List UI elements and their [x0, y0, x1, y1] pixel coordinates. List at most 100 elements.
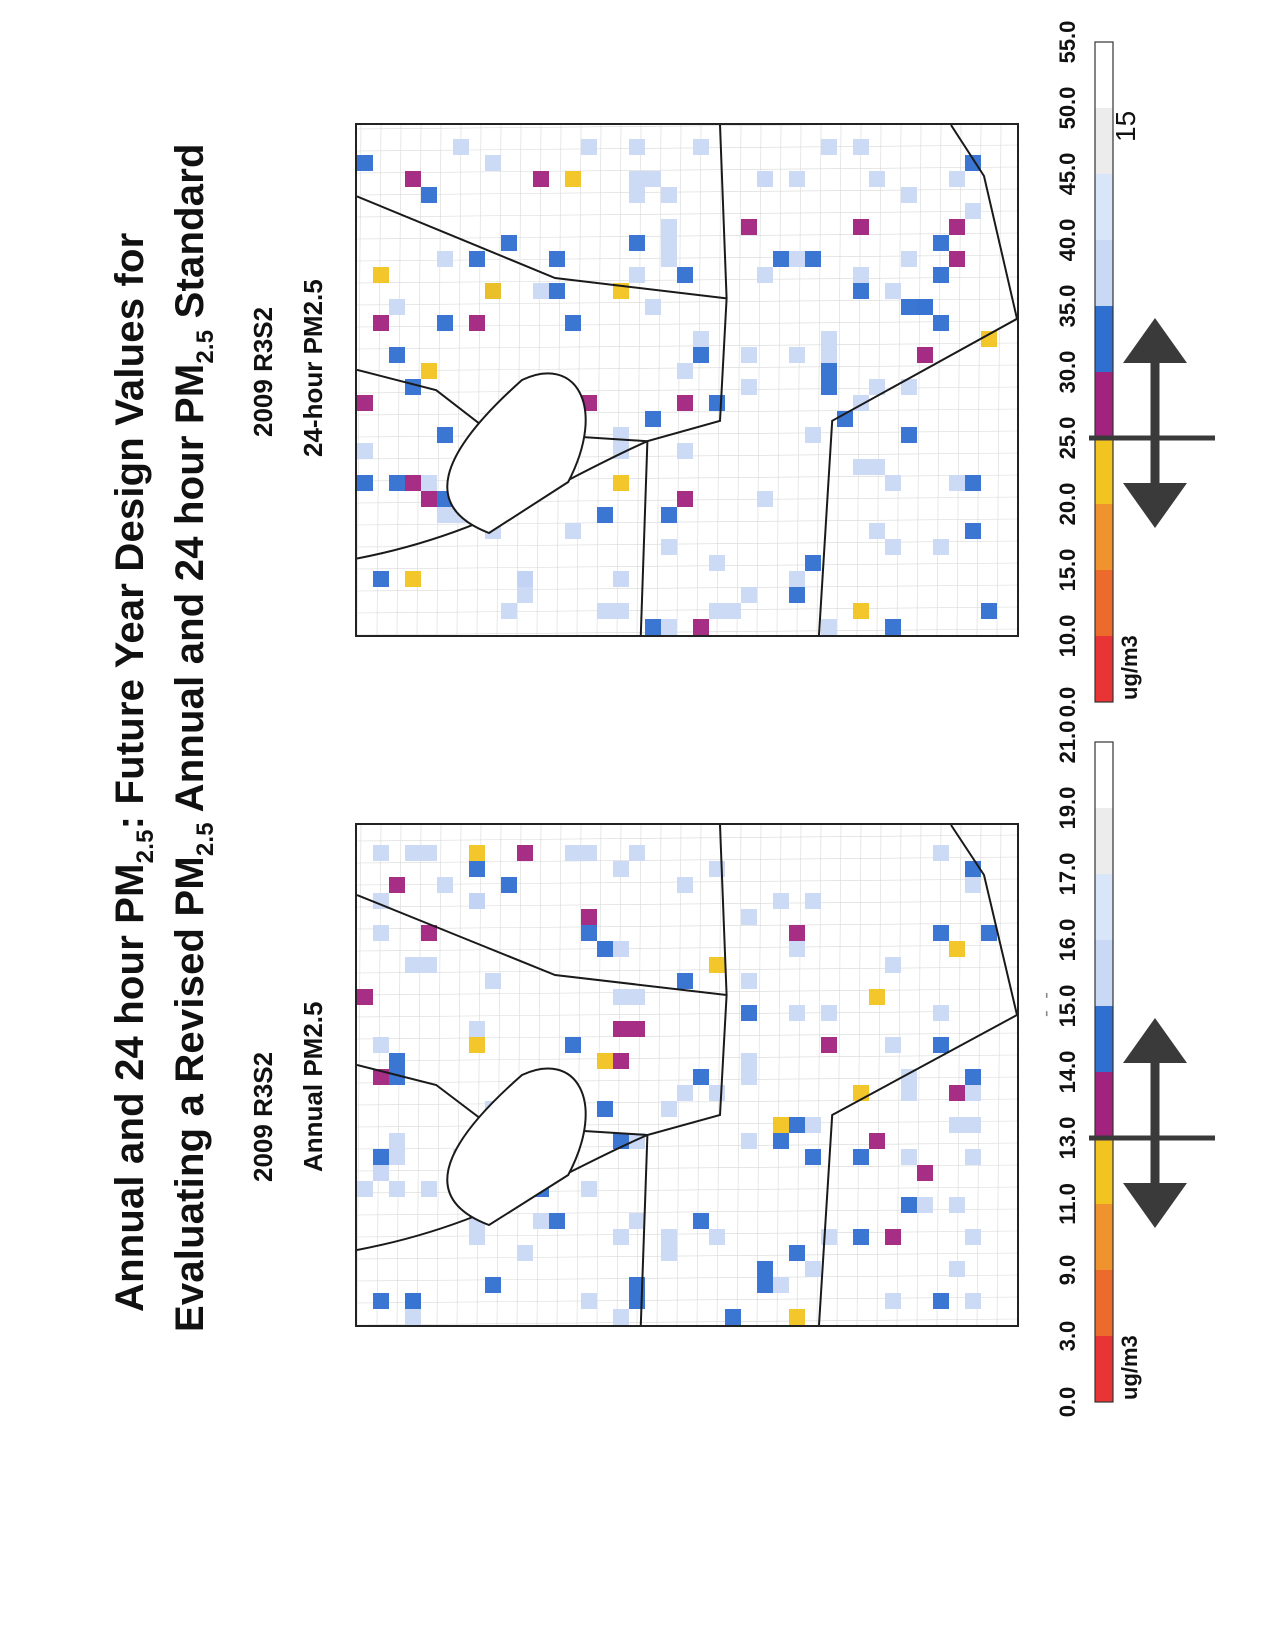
concentration-cell [901, 187, 917, 203]
concentration-cell [677, 443, 693, 459]
concentration-cell [949, 475, 965, 491]
concentration-cell [693, 1069, 709, 1085]
concentration-cell [373, 267, 389, 283]
concentration-cell [373, 571, 389, 587]
concentration-cells [357, 845, 997, 1325]
concentration-cell [597, 603, 613, 619]
concentration-cell [485, 973, 501, 989]
slide-title-line-2: Evaluating a Revised PM2.5 Annual and 24… [168, 143, 219, 1332]
concentration-cell [373, 845, 389, 861]
concentration-cell [949, 1261, 965, 1277]
concentration-cell [485, 283, 501, 299]
concentration-cell [357, 989, 373, 1005]
concentration-cell [805, 1117, 821, 1133]
concentration-cell [565, 1037, 581, 1053]
concentration-cell [613, 861, 629, 877]
concentration-cell [389, 347, 405, 363]
concentration-cell [709, 555, 725, 571]
concentration-cell [901, 379, 917, 395]
concentration-cell [613, 475, 629, 491]
concentration-cell [421, 845, 437, 861]
concentration-cell [677, 1085, 693, 1101]
colorbar-segment [1095, 305, 1113, 372]
colorbar-tick-label: 20.0 [1055, 482, 1080, 526]
concentration-cell [437, 315, 453, 331]
map-graphic [357, 125, 1017, 635]
concentration-cell [965, 1149, 981, 1165]
concentration-cell [677, 877, 693, 893]
concentration-cell [901, 299, 917, 315]
concentration-cell [741, 1069, 757, 1085]
concentration-cell [629, 139, 645, 155]
concentration-cell [469, 893, 485, 909]
concentration-cell [853, 603, 869, 619]
concentration-cell [965, 1117, 981, 1133]
concentration-cell [821, 379, 837, 395]
double-arrow-icon [1123, 318, 1187, 528]
concentration-cell [741, 379, 757, 395]
concentration-cell [469, 1021, 485, 1037]
concentration-cell [949, 1117, 965, 1133]
concentration-cell [965, 877, 981, 893]
concentration-cell [869, 459, 885, 475]
colorbar-tick-label: 0.0 [1055, 686, 1080, 718]
concentration-cell [389, 1053, 405, 1069]
concentration-cell [581, 1181, 597, 1197]
concentration-cell [933, 925, 949, 941]
concentration-cell [629, 1277, 645, 1293]
daily-metric-label: 24-hour PM2.5 [298, 279, 328, 457]
annual-colorbar: 21.0 19.0 17.0 16.0 15.0 14.0 13.0 11.0 9.0 3.0 0.… [1045, 721, 1275, 1432]
concentration-cell [469, 315, 485, 331]
daily-colorbar: 55.0 50.0 45.0 40.0 35.0 30.0 25.0 20.0 15.0 10.0… [1045, 21, 1275, 732]
concentration-cell [629, 989, 645, 1005]
concentration-cell [885, 1037, 901, 1053]
concentration-cell [949, 1085, 965, 1101]
concentration-cell [821, 363, 837, 379]
concentration-cell [565, 845, 581, 861]
concentration-cell [389, 877, 405, 893]
colorbar-segment [1095, 1203, 1113, 1270]
concentration-cell [533, 171, 549, 187]
concentration-cell [629, 845, 645, 861]
annual-metric-label: Annual PM2.5 [298, 1001, 328, 1172]
concentration-cell [981, 331, 997, 347]
concentration-cell [661, 1229, 677, 1245]
concentration-cell [661, 539, 677, 555]
concentration-cell [613, 1229, 629, 1245]
concentration-cell [741, 347, 757, 363]
concentration-cell [613, 941, 629, 957]
concentration-cell [869, 1133, 885, 1149]
colorbar-segment [1095, 371, 1113, 438]
concentration-cell [901, 1197, 917, 1213]
colorbar-segment [1095, 635, 1113, 702]
concentration-cell [869, 523, 885, 539]
concentration-cell [917, 1197, 933, 1213]
daily-scenario-label: 2009 R3S2 [248, 306, 278, 437]
concentration-cell [805, 1149, 821, 1165]
concentration-cell [629, 267, 645, 283]
concentration-cell [357, 155, 373, 171]
concentration-cell [677, 267, 693, 283]
concentration-cell [965, 475, 981, 491]
double-arrow-icon [1123, 1018, 1187, 1228]
concentration-cell [789, 347, 805, 363]
concentration-cell [933, 235, 949, 251]
concentration-cell [965, 523, 981, 539]
concentration-cell [549, 1213, 565, 1229]
concentration-cell [901, 427, 917, 443]
concentration-cell [757, 491, 773, 507]
colorbar-tick-label: 17.0 [1055, 852, 1080, 896]
concentration-cell [821, 619, 837, 635]
boundary-line [639, 825, 728, 1325]
boundary-line [357, 894, 727, 996]
boundary-line [357, 195, 727, 300]
slide-title-line-1: Annual and 24 hour PM2.5: Future Year De… [108, 232, 159, 1312]
concentration-cell [805, 1261, 821, 1277]
colorbar-tick-label: 35.0 [1055, 284, 1080, 328]
concentration-cell [645, 171, 661, 187]
concentration-cell [741, 1053, 757, 1069]
concentration-cell [933, 1005, 949, 1021]
colorbar-tick-label: 3.0 [1055, 1320, 1080, 1352]
concentration-cell [421, 187, 437, 203]
concentration-cell [405, 1293, 421, 1309]
